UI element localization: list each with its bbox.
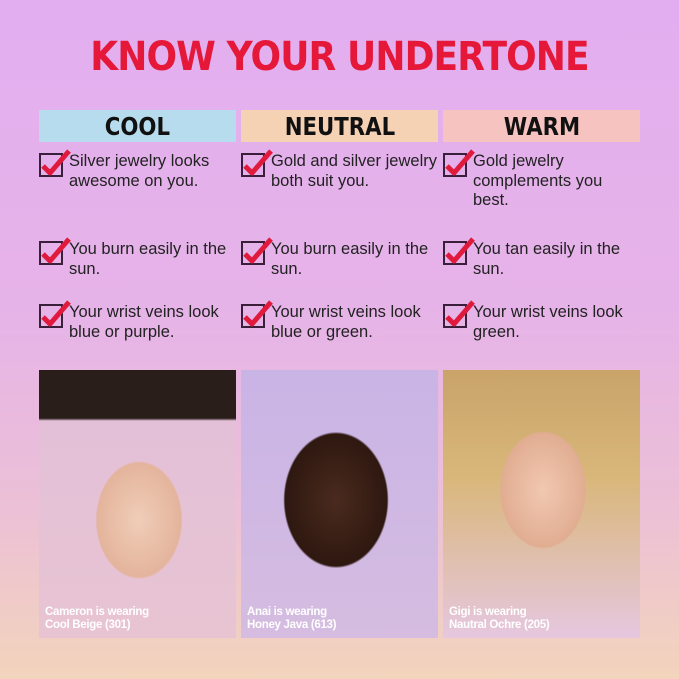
model-photo: Cameron is wearing Cool Beige (301) (39, 370, 236, 638)
column-heading: NEUTRAL (241, 110, 438, 142)
checklist-item: Your wrist veins look blue or purple. (39, 300, 229, 342)
checkbox-checked-icon (443, 237, 475, 265)
column-cool: COOL Silver jewelry looks awesome on you.… (39, 110, 236, 341)
checklist-item: Gold and silver jewelry both suit you. (241, 149, 441, 191)
checklist-item: You burn easily in the sun. (39, 237, 229, 279)
checklist-item: Gold jewelry complements you best. (443, 149, 633, 211)
column-neutral: NEUTRAL Gold and silver jewelry both suit… (241, 110, 438, 341)
checkbox-checked-icon (39, 237, 71, 265)
model-photo: Anai is wearing Honey Java (613) (241, 370, 438, 638)
checklist-item: Silver jewelry looks awesome on you. (39, 149, 229, 191)
checkbox-checked-icon (39, 300, 71, 328)
column-heading: WARM (443, 110, 640, 142)
checklist-item: Your wrist veins look green. (443, 300, 633, 342)
column-warm: WARM Gold jewelry complements you best. Yo… (443, 110, 640, 341)
checkbox-checked-icon (443, 149, 475, 177)
photo-caption: Gigi is wearing Nautral Ochre (205) (449, 606, 550, 631)
checkbox-checked-icon (39, 149, 71, 177)
checkbox-checked-icon (241, 149, 273, 177)
checklist-item: You burn easily in the sun. (241, 237, 441, 279)
checklist-item: You tan easily in the sun. (443, 237, 633, 279)
checkbox-checked-icon (443, 300, 475, 328)
model-photo: Gigi is wearing Nautral Ochre (205) (443, 370, 640, 638)
photo-caption: Anai is wearing Honey Java (613) (247, 606, 337, 631)
column-heading: COOL (39, 110, 236, 142)
checkbox-checked-icon (241, 300, 273, 328)
checkbox-checked-icon (241, 237, 273, 265)
checklist-item: Your wrist veins look blue or green. (241, 300, 441, 342)
photo-caption: Cameron is wearing Cool Beige (301) (45, 606, 149, 631)
page-title: KNOW YOUR UNDERTONE (90, 34, 589, 80)
